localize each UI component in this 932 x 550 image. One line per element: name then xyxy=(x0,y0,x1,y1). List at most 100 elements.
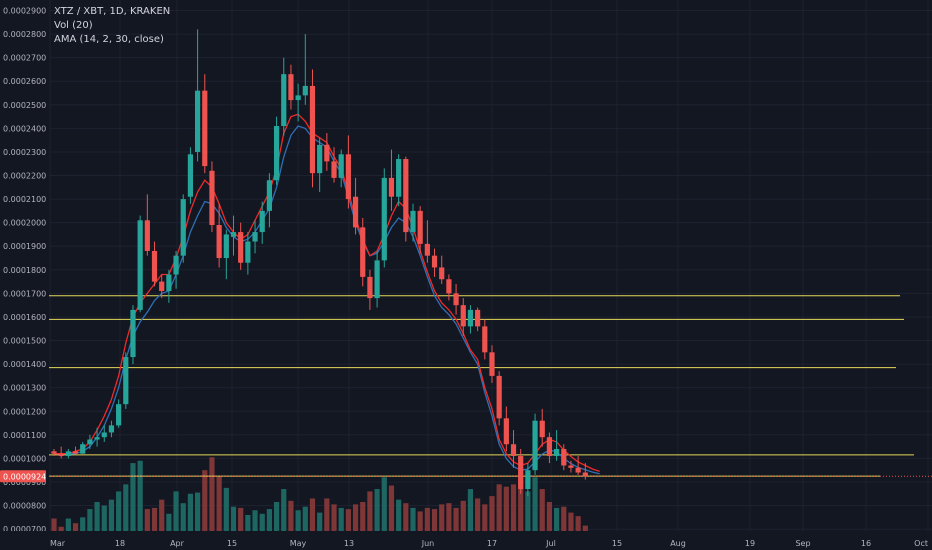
candle-body xyxy=(403,159,409,233)
volume-bar xyxy=(58,526,64,531)
x-tick-label: Jul xyxy=(545,539,556,548)
volume-bar xyxy=(417,511,423,531)
volume-bar xyxy=(309,498,316,531)
candle-body xyxy=(475,309,481,327)
candle-body xyxy=(539,420,545,438)
candle-body xyxy=(554,448,560,457)
volume-bar xyxy=(568,512,574,531)
candle-body xyxy=(439,267,445,280)
candle-body xyxy=(94,437,100,440)
volume-bar xyxy=(173,491,179,531)
candle-body xyxy=(65,451,71,457)
candle-body xyxy=(116,404,122,426)
candle-body xyxy=(467,309,474,327)
candle-body xyxy=(266,180,272,211)
volume-bars xyxy=(51,457,588,531)
volume-bar xyxy=(381,477,387,531)
candle-body xyxy=(568,465,574,468)
candle-body xyxy=(209,170,215,226)
candle-body xyxy=(173,255,179,275)
candle-body xyxy=(503,418,509,445)
x-tick-label: 19 xyxy=(745,539,755,548)
ama-indicator-label[interactable]: AMA (14, 2, 30, close) xyxy=(54,34,164,45)
volume-bar xyxy=(360,502,366,531)
candle-body xyxy=(396,159,402,197)
candle-body xyxy=(295,95,301,101)
volume-bar xyxy=(288,500,294,531)
candle-body xyxy=(58,453,64,457)
volume-bar xyxy=(546,502,553,531)
volume-bar xyxy=(525,491,531,531)
symbol-title[interactable]: XTZ / XBT, 1D, KRAKEN xyxy=(54,6,171,17)
volume-bar xyxy=(51,518,57,531)
y-tick-label: 0.0001200 xyxy=(3,407,46,416)
volume-bar xyxy=(65,518,71,531)
y-tick-label: 0.0002200 xyxy=(3,172,46,181)
volume-bar xyxy=(338,507,344,531)
candle-body xyxy=(151,250,158,282)
x-tick-label: Aug xyxy=(670,539,686,548)
volume-bar xyxy=(510,484,517,531)
x-tick-label: 15 xyxy=(227,539,237,548)
candle-body xyxy=(331,161,337,178)
candle-body xyxy=(273,126,280,181)
volume-bar xyxy=(403,503,409,531)
candle-body xyxy=(252,232,258,242)
x-tick-label: Oct xyxy=(914,539,928,548)
y-tick-label: 0.0002600 xyxy=(3,77,46,86)
volume-indicator-label[interactable]: Vol (20) xyxy=(54,20,93,31)
volume-bar xyxy=(475,498,481,531)
candle-body xyxy=(87,439,93,445)
volume-bar xyxy=(166,513,172,531)
candle-body xyxy=(123,357,129,405)
candle-body xyxy=(187,154,194,197)
x-tick-label: 18 xyxy=(115,539,125,548)
candle-body xyxy=(130,309,136,358)
chart-legend: XTZ / XBT, 1D, KRAKEN Vol (20) AMA (14, … xyxy=(54,5,170,47)
candle-body xyxy=(352,196,359,228)
candle-body xyxy=(324,144,330,162)
x-tick-label: Sep xyxy=(795,539,810,548)
candle-body xyxy=(144,220,150,251)
candle-body xyxy=(381,177,387,261)
candle-body xyxy=(575,467,581,473)
candle-body xyxy=(496,375,502,419)
volume-bar xyxy=(489,496,495,531)
x-tick-label: Mar xyxy=(50,539,66,548)
volume-bar xyxy=(582,525,588,531)
candle-body xyxy=(281,74,287,127)
x-tick-label: 15 xyxy=(612,539,622,548)
y-tick-label: 0.0002100 xyxy=(3,195,46,204)
y-tick-label: 0.0000900 xyxy=(3,478,46,487)
volume-bar xyxy=(116,491,122,531)
volume-bar xyxy=(561,506,567,531)
volume-bar xyxy=(453,507,459,531)
candle-body xyxy=(345,154,351,200)
y-tick-label: 0.0001000 xyxy=(3,454,46,463)
volume-bar xyxy=(101,505,107,531)
x-tick-label: Jun xyxy=(421,539,435,548)
volume-bar xyxy=(496,484,502,531)
candle-body xyxy=(159,281,165,292)
y-tick-label: 0.0002800 xyxy=(3,30,46,39)
volume-bar xyxy=(245,514,251,531)
y-tick-label: 0.0001900 xyxy=(3,242,46,251)
candle-body xyxy=(245,241,251,263)
volume-bar xyxy=(345,509,351,531)
volume-bar xyxy=(324,498,330,531)
y-tick-label: 0.0001500 xyxy=(3,337,46,346)
candle-body xyxy=(460,305,466,327)
volume-bar xyxy=(130,463,136,531)
candle-body xyxy=(417,210,423,244)
y-axis: 0.0000700 0.0000800 0.0000900 0.0001000 0.00… xyxy=(3,7,46,535)
volume-bar xyxy=(374,489,380,531)
candle-body xyxy=(525,470,531,490)
volume-bar xyxy=(151,507,158,531)
candle-body xyxy=(518,456,524,490)
candle-body xyxy=(180,199,186,256)
volume-bar xyxy=(273,502,280,531)
volume-bar xyxy=(230,506,237,531)
x-axis-background xyxy=(0,531,932,550)
